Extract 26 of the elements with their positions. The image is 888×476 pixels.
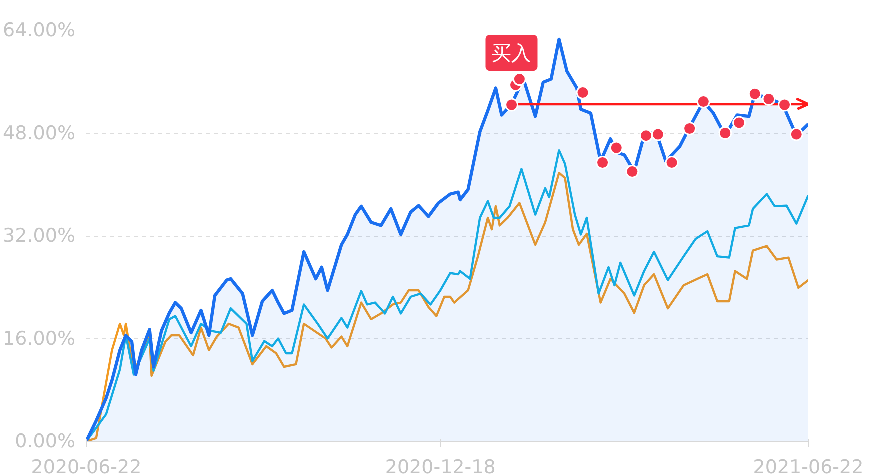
point: [762, 92, 776, 106]
y-tick-label: 16.00%: [3, 328, 76, 350]
y-tick-label: 48.00%: [3, 122, 76, 144]
y-tick-label: 64.00%: [3, 20, 76, 42]
point: [505, 98, 519, 112]
point: [576, 86, 590, 100]
point: [596, 156, 610, 170]
point: [778, 98, 792, 112]
point: [651, 128, 665, 142]
point: [696, 95, 710, 109]
point: [626, 165, 640, 179]
x-tick-label: 2021-06-22: [753, 456, 864, 476]
x-tick-label: 2020-06-22: [31, 456, 142, 476]
point: [790, 128, 804, 142]
y-tick-label: 32.00%: [3, 225, 76, 247]
point: [732, 116, 746, 130]
point: [665, 156, 679, 170]
point: [512, 72, 526, 86]
point: [640, 129, 654, 143]
point: [683, 122, 697, 136]
point: [718, 126, 732, 140]
x-tick-label: 2020-12-18: [385, 456, 496, 476]
annotation: 买入: [492, 41, 532, 66]
point: [610, 141, 624, 155]
y-tick-label: 0.00%: [15, 430, 76, 452]
point: [748, 87, 762, 101]
